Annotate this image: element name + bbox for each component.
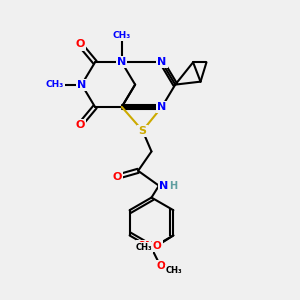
Text: O: O (76, 40, 85, 50)
Text: N: N (157, 57, 167, 67)
Text: N: N (49, 80, 58, 90)
Text: CH₃: CH₃ (112, 31, 131, 40)
Text: OMe: OMe (137, 241, 162, 251)
Text: S: S (139, 126, 147, 136)
Text: N: N (157, 102, 167, 112)
Text: CH₃: CH₃ (166, 266, 182, 275)
Text: N: N (77, 80, 86, 90)
Text: O: O (153, 241, 161, 251)
Text: CH₃: CH₃ (46, 80, 64, 89)
Text: H: H (169, 181, 177, 191)
Text: N: N (117, 57, 126, 67)
Text: O: O (112, 172, 122, 182)
Text: CH₃: CH₃ (135, 243, 152, 252)
Text: N: N (159, 181, 168, 191)
Text: O: O (156, 261, 165, 271)
Text: O: O (76, 120, 85, 130)
